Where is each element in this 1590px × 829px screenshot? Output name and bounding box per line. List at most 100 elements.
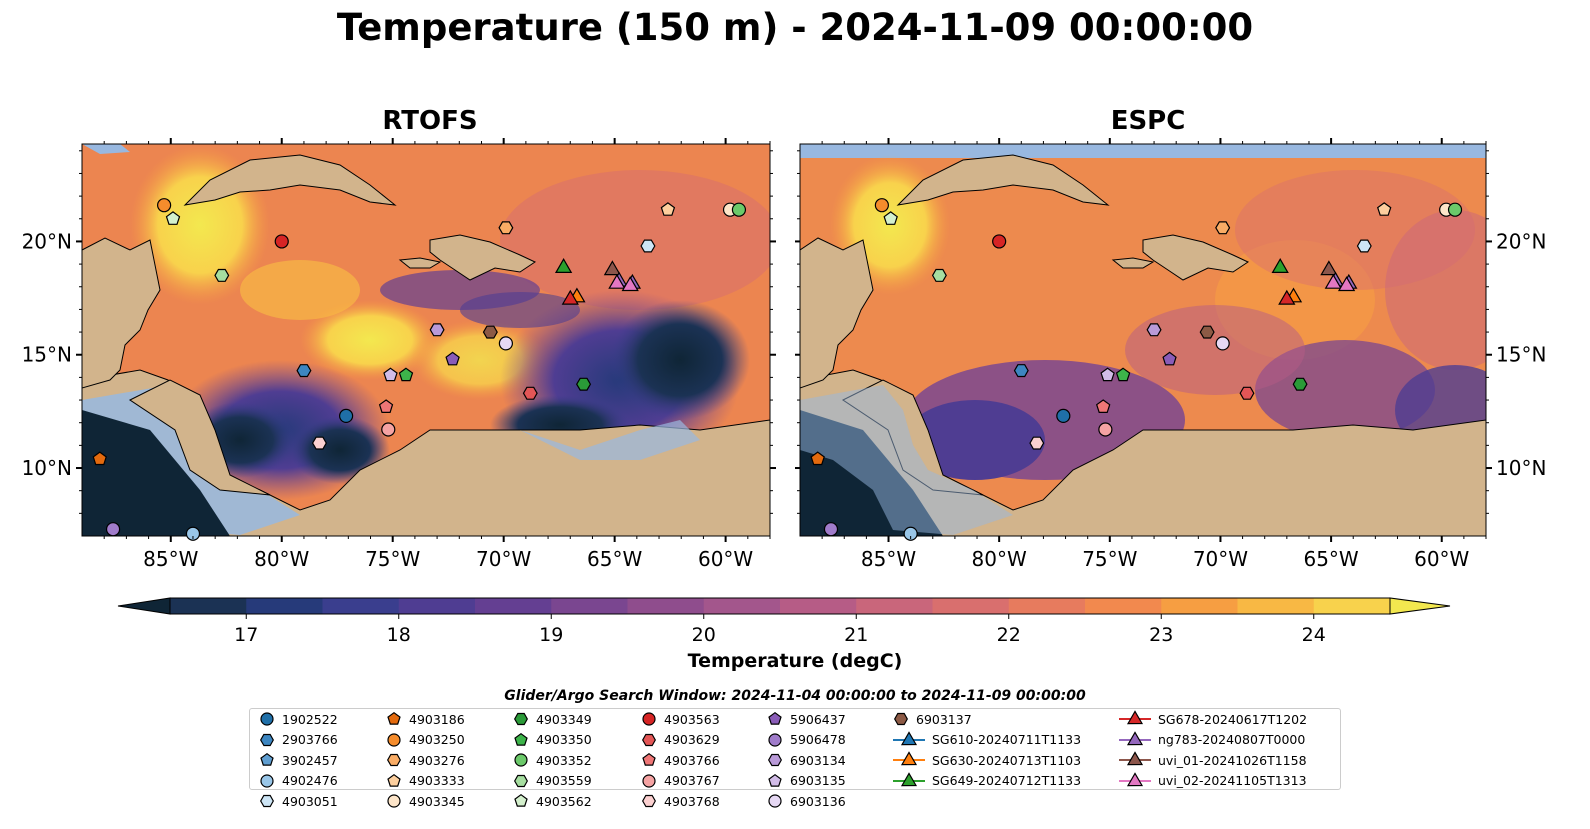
legend-item: SG630-20240713T1103 <box>892 750 1081 770</box>
float-marker-4903563 <box>274 234 289 249</box>
lon-tick-label: 70°W <box>476 547 531 571</box>
float-marker-6903135 <box>383 367 398 382</box>
float-marker-4903250 <box>874 198 889 213</box>
legend-marker-icon <box>1119 730 1151 745</box>
colorbar-tick-label: 21 <box>844 624 868 644</box>
espc-ticks: 85°W 80°W 75°W 70°W 65°W 60°W 20°N 15°N 10°N <box>795 138 1546 571</box>
legend-item: SG610-20240711T1133 <box>892 730 1081 750</box>
lon-tick-label: 60°W <box>698 547 753 571</box>
legend-label: 4903562 <box>536 793 592 809</box>
legend-marker-icon <box>768 794 782 808</box>
legend-label: 3902457 <box>282 752 338 768</box>
float-marker-5906437 <box>1162 351 1177 366</box>
legend-item: 6903135 <box>766 771 846 791</box>
float-marker-5906437 <box>445 351 460 366</box>
legend-label: 4903766 <box>664 752 720 768</box>
legend-label: uvi_02-20241105T1313 <box>1158 773 1307 788</box>
legend-marker-icon <box>514 753 528 767</box>
legend-item: 4903276 <box>385 750 465 770</box>
float-marker-6903134 <box>1146 323 1162 337</box>
float-marker-4903629 <box>522 386 538 400</box>
rtofs-ticks: 85°W 80°W 75°W 70°W 65°W 60°W 20°N 15°N 10°N <box>22 138 776 571</box>
float-marker-4903051 <box>640 239 656 253</box>
legend-label: 4903768 <box>664 793 720 809</box>
colorbar-segment <box>780 598 857 614</box>
float-marker-4903562 <box>165 211 181 225</box>
colorbar-extend-min <box>117 597 171 615</box>
colorbar: 17 18 19 20 21 22 23 24 <box>117 597 1451 644</box>
float-marker-2903766 <box>1013 364 1029 378</box>
colorbar-segment <box>1237 598 1315 614</box>
float-marker-4903276 <box>1215 221 1231 235</box>
legend-label: 4903345 <box>409 793 465 809</box>
legend-item: 4903186 <box>385 709 465 729</box>
legend-item: SG649-20240712T1133 <box>892 771 1081 791</box>
legend-item: 6903137 <box>892 709 972 729</box>
legend-item: 4903562 <box>512 791 592 811</box>
float-marker-6903134 <box>429 323 445 337</box>
legend-marker-icon <box>642 712 656 726</box>
legend-marker-icon <box>894 712 908 726</box>
float-marker-4903352 <box>1447 202 1463 217</box>
float-marker-SG649-20240712T1133 <box>554 257 573 273</box>
float-marker-4903051 <box>1356 239 1372 253</box>
legend-label: 4903250 <box>409 732 465 747</box>
float-marker-4903768 <box>1029 436 1045 450</box>
float-marker-4903768 <box>311 436 327 450</box>
lon-tick-label: 75°W <box>1082 547 1137 571</box>
rtofs-land <box>82 144 770 536</box>
float-marker-4903276 <box>498 221 514 235</box>
colorbar-extend-max <box>1389 597 1451 615</box>
float-marker-uvi_02-20241105T1313 <box>1337 276 1356 292</box>
legend-marker-icon <box>1119 751 1151 766</box>
legend-marker-icon <box>514 774 528 787</box>
colorbar-segment <box>703 598 781 614</box>
colorbar-tick-label: 23 <box>1149 624 1173 644</box>
float-marker-uvi_01-20241026T1158 <box>603 260 622 276</box>
float-marker-4903250 <box>157 198 172 213</box>
colorbar-segment <box>1008 598 1086 614</box>
map-espc[interactable]: 85°W 80°W 75°W 70°W 65°W 60°W 20°N 15°N 10°N <box>795 130 1590 590</box>
lon-tick-label: 85°W <box>143 547 198 571</box>
legend-item: 4903352 <box>512 750 592 770</box>
legend-marker-icon <box>768 753 782 767</box>
legend-marker-icon <box>893 771 925 786</box>
legend-marker-icon <box>260 794 274 808</box>
colorbar-segment <box>246 598 323 614</box>
float-marker-4903563 <box>992 234 1007 249</box>
legend-label: SG610-20240711T1133 <box>932 732 1082 747</box>
float-marker-6903136 <box>498 336 513 351</box>
float-marker-6903135 <box>1100 367 1115 382</box>
panel-title-espc: ESPC <box>1110 106 1186 136</box>
legend-label: 5906478 <box>790 732 846 747</box>
lat-tick-label: 20°N <box>22 229 72 253</box>
espc-land <box>800 154 1486 536</box>
legend-label: 4903051 <box>282 793 338 809</box>
colorbar-segment <box>398 598 476 614</box>
legend-marker-icon <box>260 733 274 746</box>
legend-label: 6903135 <box>790 773 846 788</box>
legend-marker-icon <box>387 711 401 725</box>
legend-label: SG678-20240617T1202 <box>1158 711 1308 727</box>
lat-tick-label: 20°N <box>1496 229 1546 253</box>
legend-label: SG649-20240712T1133 <box>932 773 1082 788</box>
lat-tick-label: 10°N <box>22 456 72 480</box>
colorbar-segments <box>117 597 1451 615</box>
float-marker-4903350 <box>398 367 414 382</box>
rtofs-markers <box>92 198 747 541</box>
legend-label: 4903186 <box>409 711 465 727</box>
colorbar-tick-label: 19 <box>539 624 563 644</box>
colorbar-segment <box>856 598 933 614</box>
legend: 1902522 2903766 3902457 4902476 4903051 49031… <box>249 708 1341 809</box>
legend-item: ng783-20240807T0000 <box>1118 730 1305 750</box>
legend-marker-icon <box>893 730 925 745</box>
legend-marker-icon <box>642 752 656 766</box>
legend-label: 2903766 <box>282 732 338 747</box>
float-marker-4903352 <box>731 202 747 217</box>
legend-label: 5906437 <box>790 711 846 727</box>
float-marker-4903767 <box>381 422 396 437</box>
legend-item: 4903768 <box>640 791 720 811</box>
map-rtofs[interactable]: 85°W 80°W 75°W 70°W 65°W 60°W 20°N 15°N 10°N <box>0 130 795 590</box>
colorbar-tick-label: 20 <box>692 624 716 644</box>
legend-item: 5906437 <box>766 709 846 729</box>
